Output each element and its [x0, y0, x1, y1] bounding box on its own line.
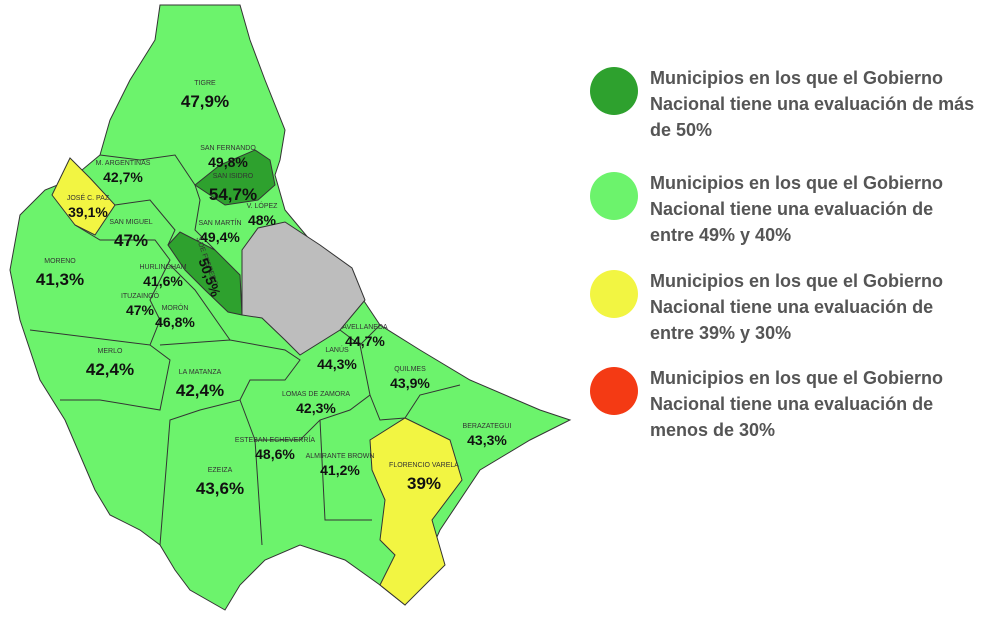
border	[359, 324, 381, 346]
legend-item: Municipios en los que el Gobierno Nacion…	[590, 365, 990, 443]
municipality-value: 48%	[248, 212, 277, 228]
municipality-value: 43,9%	[390, 375, 430, 391]
municipality-name: JOSÉ C. PAZ	[67, 193, 110, 202]
municipality-name: QUILMES	[394, 366, 426, 373]
municipality-value: 41,3%	[36, 270, 84, 289]
border	[29, 224, 171, 346]
legend-text: Municipios en los que el Gobierno Nacion…	[650, 68, 975, 140]
municipality-value: 41,2%	[320, 462, 360, 478]
legend-swatch	[590, 67, 638, 115]
municipality-value: 49,4%	[200, 229, 240, 245]
municipality-value: 46,8%	[155, 314, 195, 330]
municipality-value: 43,3%	[467, 432, 507, 448]
municipality-name: ALMIRANTE BROWN	[306, 453, 375, 460]
municipality-value: 47%	[114, 231, 148, 250]
municipality-name: MERLO	[98, 348, 123, 355]
municipality-name: LA MATANZA	[179, 369, 222, 376]
municipality-value: 39%	[407, 474, 441, 493]
border	[114, 199, 176, 246]
border	[194, 184, 216, 251]
municipality-name: AVELLANEDA	[342, 324, 388, 331]
legend-swatch	[590, 367, 638, 415]
municipality-value: 42,4%	[176, 381, 224, 400]
municipality-value: 42,3%	[296, 400, 336, 416]
municipality-name: SAN MARTÍN	[198, 218, 241, 227]
region-caba	[241, 221, 366, 356]
map-shapes	[9, 4, 572, 611]
region-san-isidro	[194, 149, 276, 206]
municipality-name: EZEIZA	[208, 467, 233, 474]
legend-text: Municipios en los que el Gobierno Nacion…	[650, 271, 944, 343]
legend-swatch	[590, 172, 638, 220]
border	[99, 154, 196, 186]
legend-text: Municipios en los que el Gobierno Nacion…	[650, 173, 944, 245]
municipality-value: 44,3%	[317, 356, 357, 372]
municipality-name: ITUZAINGÓ	[121, 291, 160, 300]
municipality-value: 42,4%	[86, 360, 134, 379]
municipality-name: SAN MIGUEL	[109, 219, 152, 226]
municipality-name: SAN ISIDRO	[213, 173, 254, 180]
border	[159, 339, 301, 546]
border	[369, 384, 461, 421]
border	[319, 419, 372, 521]
municipality-value: 48,6%	[255, 446, 295, 462]
border	[60, 344, 171, 411]
municipality-value: 47%	[126, 302, 155, 318]
municipality-name: M. ARGENTINAS	[96, 160, 151, 167]
municipality-value: 39,1%	[68, 204, 108, 220]
region-florencio-varela	[369, 417, 463, 606]
municipality-name: MORENO	[44, 258, 76, 265]
municipality-name: TIGRE	[194, 80, 216, 87]
municipality-value: 41,6%	[143, 273, 183, 289]
municipality-value: 42,7%	[103, 169, 143, 185]
municipality-name: SAN FERNANDO	[200, 145, 256, 152]
legend-text: Municipios en los que el Gobierno Nacion…	[650, 368, 944, 440]
municipality-name: ESTEBAN ECHEVERRÍA	[235, 435, 315, 444]
borders	[29, 154, 461, 546]
municipality-name: V. LÓPEZ	[247, 201, 279, 210]
legend-item: Municipios en los que el Gobierno Nacion…	[590, 268, 990, 346]
map: TIGRE 47,9% SAN FERNANDO 49,8% SAN ISIDRO 54,…	[9, 4, 572, 611]
municipality-name: LOMAS DE ZAMORA	[282, 391, 350, 398]
municipality-value: 43,6%	[196, 479, 244, 498]
municipality-value: 49,8%	[208, 154, 248, 170]
municipality-value: 47,9%	[181, 92, 229, 111]
municipality-value: 44,7%	[345, 333, 385, 349]
municipality-name: HURLINGHAM	[139, 264, 186, 271]
legend-item: Municipios en los que el Gobierno Nacion…	[590, 65, 990, 143]
municipality-name: LANÚS	[325, 345, 349, 354]
legend-swatch	[590, 270, 638, 318]
municipality-name: FLORENCIO VARELA	[389, 462, 459, 469]
municipality-value: 54,7%	[209, 185, 257, 204]
border	[169, 264, 231, 341]
municipality-name: MORÓN	[162, 303, 189, 312]
legend-item: Municipios en los que el Gobierno Nacion…	[590, 170, 990, 248]
municipality-name: BERAZATEGUI	[463, 423, 512, 430]
